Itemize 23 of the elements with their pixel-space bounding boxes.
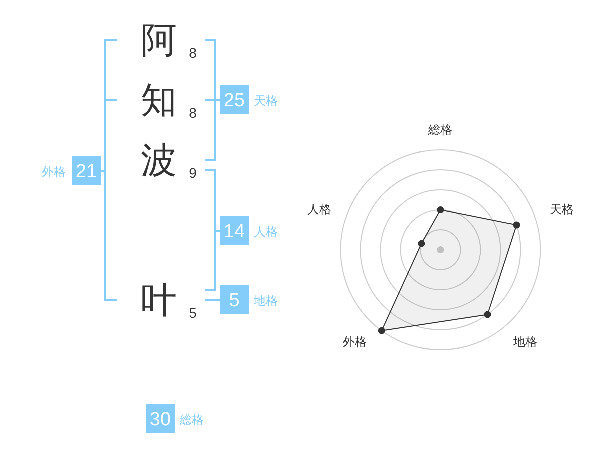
spoke-label: 人格 [307,202,332,216]
text: 天格 [254,94,278,108]
text: 21 [76,162,98,182]
text: 25 [224,90,246,112]
spoke-label: 天格 [550,202,574,216]
text: 14 [224,222,246,242]
text: 9 [189,165,198,181]
text: 5 [189,305,198,321]
spoke-label: 総格 [428,123,453,137]
text: 叶 [141,280,177,320]
spoke-label: 外格 [343,335,368,350]
spoke-label: 地格 [512,335,538,350]
text: 総格 [179,413,204,427]
text: 波 [141,140,177,180]
text: 外格 [42,165,66,179]
text: 地格 [253,294,278,308]
text: 人格 [254,225,278,239]
text: 8 [189,45,198,61]
text: 8 [189,105,198,121]
text: 5 [229,290,240,312]
text: 阿 [141,20,177,60]
text: 知 [141,80,177,120]
text: 30 [150,410,172,430]
